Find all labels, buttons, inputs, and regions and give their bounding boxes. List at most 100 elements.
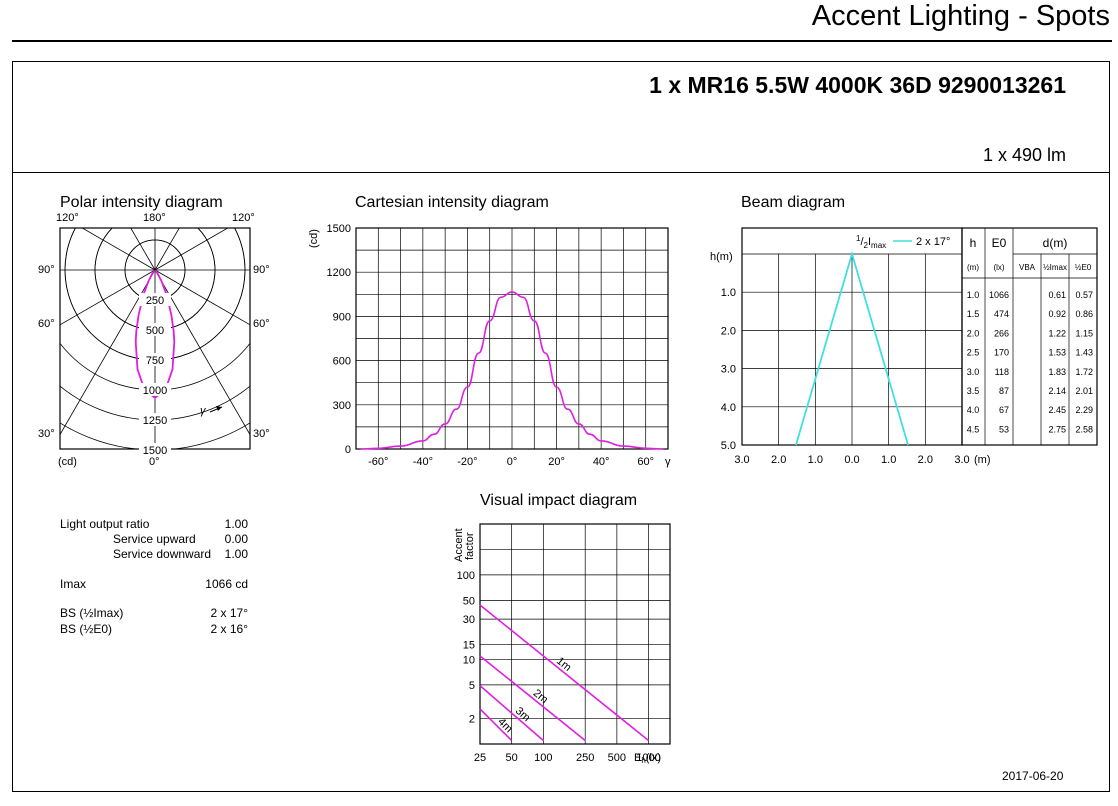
cartesian-ytick-label: 900: [333, 311, 351, 323]
spec-label: Service downward: [113, 547, 212, 561]
beam-xtick-label: 3.0: [954, 454, 969, 466]
polar-tick-bg: [139, 443, 171, 456]
beam-ylabel: h(m): [710, 251, 733, 263]
beam-table-cell: 118: [995, 367, 1009, 377]
visual-impact-ytick-label: 10: [463, 654, 475, 666]
beam-table-cell: 67: [999, 405, 1009, 415]
beam-table-cell: 1066: [989, 290, 1009, 300]
beam-table-cell: 4.0: [967, 405, 980, 415]
visual-impact-ytick-label: 15: [463, 640, 475, 652]
datasheet-frame: [12, 61, 1110, 792]
cartesian-ytick-label: 0: [345, 444, 351, 456]
beam-table-cell: 170: [994, 348, 1009, 358]
polar-left-30-label: 30°: [38, 428, 55, 440]
beam-table-subheader: (m): [967, 263, 979, 272]
beam-xtick-label: 1.0: [881, 454, 896, 466]
spec-service-downward: Service downward 1.00: [113, 547, 250, 563]
polar-plot: 250 500 750 1000 1250 1500 γ: [59, 227, 251, 457]
beam-table-subheader: (lx): [993, 263, 1004, 272]
spec-imax: Imax 1066 cd: [60, 577, 250, 593]
polar-tick-bg: [139, 353, 171, 366]
cartesian-diagram: Cartesian intensity diagram (cd) γ 0 300 6…: [308, 194, 671, 468]
visual-impact-xlabel: Eh(lx): [634, 752, 661, 765]
cartesian-ylabel: (cd): [308, 229, 320, 248]
beam-ytick-label: 1.0: [721, 287, 736, 299]
cartesian-ytick-label: 1500: [327, 223, 351, 235]
spec-value: 0.00: [224, 532, 248, 546]
beam-table-cell: 2.29: [1075, 405, 1093, 415]
beam-table-header: E0: [992, 236, 1007, 250]
spec-value: 2 x 17°: [210, 606, 249, 620]
beam-ytick-label: 4.0: [721, 402, 736, 414]
cartesian-xtick-label: -60°: [368, 456, 388, 468]
visual-impact-diagram: Visual impact diagram Accent factor Eh(l…: [453, 492, 671, 765]
beam-table-cell: 266: [994, 328, 1009, 338]
spec-bs-imax: BS (½Imax) 2 x 17°: [60, 606, 250, 622]
beam-table-cell: 1.0: [967, 290, 980, 300]
visual-impact-xtick-label: 1000: [636, 752, 660, 764]
beam-table-cell: 53: [999, 424, 1009, 434]
polar-title: Polar intensity diagram: [60, 194, 223, 211]
product-title: 1 x MR16 5.5W 4000K 36D 9290013261: [649, 72, 1066, 98]
visual-impact-ytick-label: 2: [469, 714, 475, 726]
beam-table-cell: 2.14: [1048, 386, 1066, 396]
spec-label: Service upward: [113, 532, 196, 546]
beam-legend-prefix: 1/2Imax: [856, 234, 886, 250]
beam-ytick-label: 2.0: [721, 325, 736, 337]
spec-bs-e0: BS (½E0) 2 x 16°: [60, 622, 250, 638]
polar-top-center-label: 180°: [143, 212, 166, 224]
beam-table-cell: 2.0: [967, 328, 980, 338]
beam-xtick-label: 0.0: [844, 454, 859, 466]
beam-legend-label: 2 x 17°: [916, 236, 950, 248]
beam-table-cell: 1.5: [967, 309, 980, 319]
polar-ray: [81, 228, 156, 271]
visual-impact-title: Visual impact diagram: [480, 492, 637, 509]
visual-impact-xtick-label: 50: [506, 752, 518, 764]
beam-table-cell: 1.53: [1048, 348, 1066, 358]
beam-table-cell: 0.61: [1048, 290, 1066, 300]
polar-tick-label: 750: [146, 355, 164, 367]
title-divider: [12, 40, 1112, 42]
beam-table-cell: 474: [994, 309, 1009, 319]
beam-xtick-label: 2.0: [918, 454, 933, 466]
beam-table: h E0 d(m) (m) (lx) VBA ½Imax ½E0 1.0 1066 0.61 0.57…: [961, 227, 1098, 446]
visual-impact-line: [479, 655, 586, 742]
polar-ray: [130, 228, 156, 271]
polar-tick-label: 1000: [143, 385, 167, 397]
polar-intensity-curve: [134, 269, 176, 400]
polar-gamma-label: γ: [200, 405, 207, 417]
beam-table-header: h: [970, 236, 977, 250]
cartesian-ytick-label: 300: [333, 400, 351, 412]
beam-table-cell: 2.75: [1048, 424, 1066, 434]
polar-tick-label: 1250: [143, 415, 167, 427]
page-title: Accent Lighting - Spots: [811, 0, 1110, 32]
spec-label: BS (½E0): [60, 622, 113, 636]
beam-table-cell: 1.22: [1048, 328, 1066, 338]
issue-date: 2017-06-20: [1002, 769, 1064, 783]
beam-xlabel: (m): [974, 454, 991, 466]
visual-impact-ytick-label: 50: [463, 595, 475, 607]
beam-title: Beam diagram: [741, 194, 845, 211]
polar-unit-label: (cd): [58, 456, 77, 468]
polar-tick-bg: [139, 293, 171, 306]
polar-ray: [154, 228, 229, 271]
beam-table-header: d(m): [1043, 236, 1068, 250]
spec-value: 1.00: [224, 547, 248, 561]
polar-top-right-label: 120°: [232, 212, 255, 224]
polar-bottom-label: 0°: [149, 456, 160, 468]
beam-table-cell: 87: [999, 386, 1009, 396]
beam-xtick-label: 1.0: [808, 454, 823, 466]
beam-table-cell: 2.01: [1075, 386, 1093, 396]
beam-table-subheader: ½E0: [1075, 263, 1092, 272]
beam-plot: 3.0 2.0 1.0 0.0 1.0 2.0 3.0 1.0 2.0 3.0 4.0 5.0: [721, 227, 970, 466]
polar-diagram: Polar intensity diagram 120° 180° 120° 9…: [38, 194, 270, 468]
beam-ytick-label: 5.0: [721, 440, 736, 452]
beam-table-cell: 1.43: [1075, 348, 1093, 358]
cartesian-xtick-label: 60°: [637, 456, 654, 468]
visual-impact-ytick-label: 5: [469, 680, 475, 692]
polar-tick-bg: [139, 383, 171, 396]
cartesian-ytick-label: 600: [333, 356, 351, 368]
polar-tick-bg: [139, 323, 171, 336]
visual-impact-frame: [479, 523, 671, 745]
